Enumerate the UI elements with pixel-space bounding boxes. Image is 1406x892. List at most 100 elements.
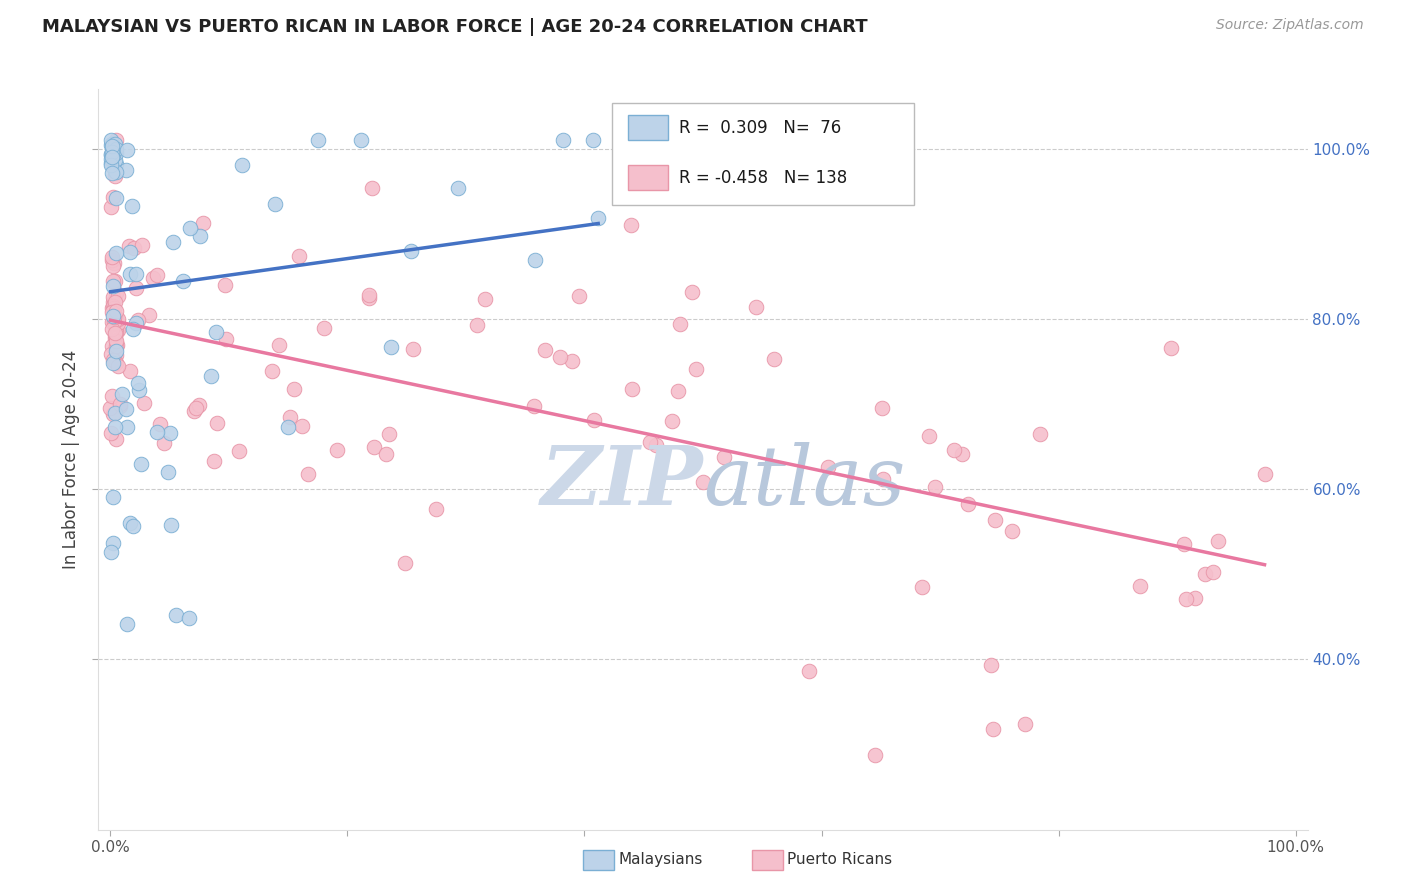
Point	[121, 199, 143, 213]
Point	[100, 401, 122, 415]
Point	[191, 216, 214, 230]
Point	[100, 250, 122, 264]
Point	[159, 425, 181, 440]
Point	[100, 156, 122, 170]
Point	[924, 480, 946, 494]
Point	[118, 268, 141, 282]
Point	[100, 347, 122, 361]
Point	[205, 417, 228, 431]
Point	[162, 235, 184, 249]
Point	[101, 301, 124, 315]
Point	[104, 354, 127, 368]
Point	[401, 342, 423, 356]
Point	[105, 339, 128, 353]
Point	[104, 274, 127, 288]
Point	[523, 252, 546, 267]
Point	[142, 271, 165, 285]
Point	[153, 436, 176, 450]
Point	[980, 658, 1002, 673]
Point	[378, 427, 401, 442]
Point	[666, 384, 689, 398]
Point	[1001, 524, 1024, 539]
Point	[100, 133, 122, 147]
Point	[120, 516, 142, 530]
Point	[115, 616, 138, 631]
Point	[523, 400, 546, 414]
Point	[103, 490, 125, 504]
Point	[105, 145, 128, 160]
Point	[100, 425, 122, 440]
Point	[104, 348, 127, 362]
Point	[122, 322, 145, 336]
Point	[278, 410, 301, 425]
Point	[350, 133, 373, 147]
Point	[200, 368, 222, 383]
Point	[101, 279, 124, 293]
Point	[1160, 341, 1182, 355]
Point	[943, 442, 966, 457]
Point	[179, 221, 201, 235]
Point	[568, 289, 591, 303]
Point	[104, 334, 127, 348]
Point	[125, 281, 148, 295]
Point	[950, 447, 973, 461]
Point	[100, 389, 122, 403]
Point	[118, 363, 141, 377]
Point	[118, 238, 141, 252]
Point	[357, 291, 380, 305]
Point	[661, 414, 683, 428]
Point	[425, 501, 447, 516]
Point	[107, 323, 129, 337]
Point	[103, 310, 125, 325]
Point	[177, 611, 200, 625]
Point	[160, 517, 183, 532]
Point	[101, 309, 124, 323]
Point	[101, 407, 124, 421]
Point	[297, 467, 319, 482]
Point	[183, 404, 205, 418]
Point	[103, 356, 125, 370]
Point	[681, 285, 703, 300]
Point	[260, 364, 283, 378]
Point	[645, 438, 668, 452]
Point	[984, 513, 1007, 527]
Point	[115, 419, 138, 434]
Point	[1014, 717, 1036, 731]
Point	[104, 328, 127, 343]
Point	[394, 556, 416, 570]
Text: Malaysians: Malaysians	[619, 853, 703, 867]
Point	[863, 748, 886, 763]
Point	[101, 290, 124, 304]
Point	[1029, 427, 1052, 442]
Point	[104, 286, 127, 301]
Point	[104, 164, 127, 178]
Point	[363, 440, 385, 454]
Point	[104, 326, 127, 340]
Point	[107, 311, 129, 326]
Point	[125, 317, 148, 331]
Point	[103, 315, 125, 329]
Point	[357, 287, 380, 301]
Point	[360, 181, 382, 195]
Point	[104, 169, 127, 184]
Point	[101, 148, 124, 162]
Point	[104, 419, 127, 434]
Point	[101, 275, 124, 289]
Point	[104, 136, 127, 151]
Point	[283, 382, 305, 396]
Point	[131, 238, 153, 252]
Point	[127, 313, 149, 327]
Point	[105, 165, 128, 179]
Point	[745, 300, 768, 314]
Point	[101, 352, 124, 367]
Point	[312, 320, 335, 334]
Point	[586, 211, 609, 225]
Point	[638, 434, 661, 449]
Point	[957, 497, 980, 511]
Point	[103, 259, 125, 273]
Point	[870, 401, 893, 415]
Point	[1129, 579, 1152, 593]
Point	[101, 339, 124, 353]
Point	[214, 333, 236, 347]
Point	[104, 153, 127, 167]
